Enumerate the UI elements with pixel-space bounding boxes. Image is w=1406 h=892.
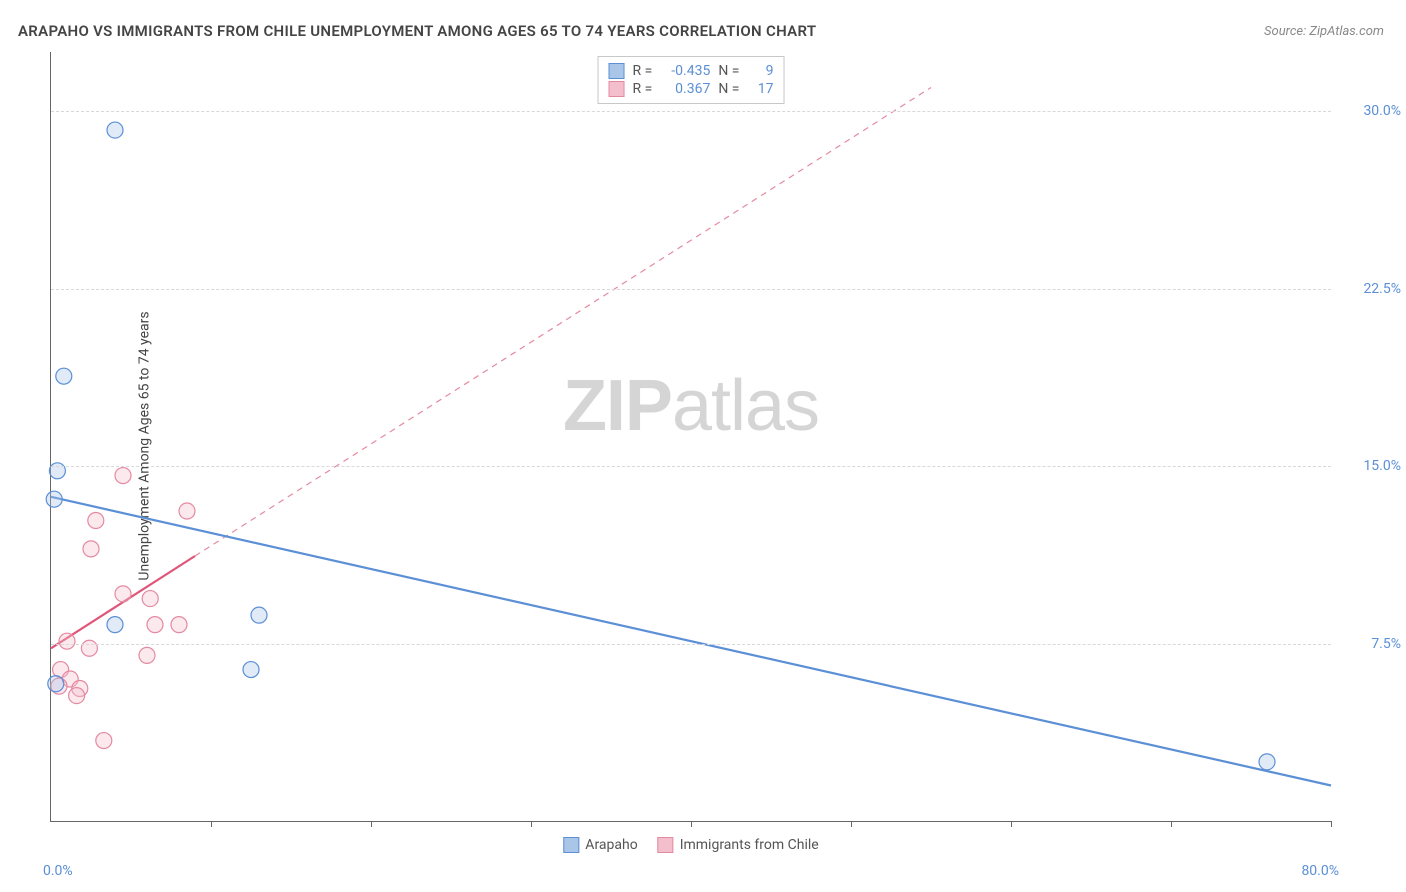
data-point (107, 617, 123, 633)
data-point (251, 607, 267, 623)
y-tick-label: 7.5% (1341, 636, 1401, 652)
y-tick-label: 22.5% (1341, 281, 1401, 297)
swatch-arapaho-icon (609, 63, 625, 79)
trend-line (195, 87, 931, 555)
correlation-legend: R = -0.435 N = 9 R = 0.367 N = 17 (598, 56, 785, 104)
source-attribution: Source: ZipAtlas.com (1264, 24, 1384, 39)
n-label: N = (718, 81, 739, 97)
x-tick (1171, 821, 1172, 827)
series-legend: Arapaho Immigrants from Chile (563, 837, 818, 853)
n-value-arapaho: 9 (747, 63, 773, 79)
data-point (171, 617, 187, 633)
r-value-arapaho: -0.435 (660, 63, 710, 79)
r-value-chile: 0.367 (660, 81, 710, 97)
chart-title: ARAPAHO VS IMMIGRANTS FROM CHILE UNEMPLO… (18, 22, 816, 40)
data-point (96, 733, 112, 749)
y-tick-label: 30.0% (1341, 103, 1401, 119)
r-label: R = (633, 81, 653, 97)
x-tick (1331, 821, 1332, 827)
gridline (51, 111, 1331, 112)
r-label: R = (633, 63, 653, 79)
data-point (243, 662, 259, 678)
swatch-arapaho-icon (563, 837, 579, 853)
legend-label-arapaho: Arapaho (585, 837, 637, 853)
data-point (59, 633, 75, 649)
data-point (115, 586, 131, 602)
legend-row-arapaho: R = -0.435 N = 9 (609, 62, 774, 80)
x-tick (691, 821, 692, 827)
data-point (1259, 754, 1275, 770)
x-axis-max-label: 80.0% (1301, 863, 1339, 879)
x-tick (211, 821, 212, 827)
legend-item-chile: Immigrants from Chile (658, 837, 819, 853)
data-point (115, 468, 131, 484)
x-tick (851, 821, 852, 827)
legend-row-chile: R = 0.367 N = 17 (609, 80, 774, 98)
data-point (147, 617, 163, 633)
data-point (139, 647, 155, 663)
trend-line (51, 497, 1331, 786)
x-tick (1011, 821, 1012, 827)
plot-area: ZIPatlas R = -0.435 N = 9 R = 0.367 N = … (50, 52, 1331, 822)
swatch-chile-icon (609, 81, 625, 97)
data-point (46, 491, 62, 507)
data-point (56, 368, 72, 384)
data-point (107, 122, 123, 138)
n-label: N = (718, 63, 739, 79)
y-tick-label: 15.0% (1341, 458, 1401, 474)
gridline (51, 289, 1331, 290)
chart-container: ARAPAHO VS IMMIGRANTS FROM CHILE UNEMPLO… (0, 0, 1406, 892)
legend-item-arapaho: Arapaho (563, 837, 637, 853)
n-value-chile: 17 (747, 81, 773, 97)
plot-svg (51, 52, 1331, 821)
data-point (69, 688, 85, 704)
x-axis-min-label: 0.0% (43, 863, 73, 879)
data-point (83, 541, 99, 557)
x-tick (371, 821, 372, 827)
swatch-chile-icon (658, 837, 674, 853)
data-point (142, 591, 158, 607)
data-point (48, 676, 64, 692)
gridline (51, 644, 1331, 645)
legend-label-chile: Immigrants from Chile (680, 837, 819, 853)
gridline (51, 466, 1331, 467)
data-point (179, 503, 195, 519)
x-tick (531, 821, 532, 827)
data-point (88, 512, 104, 528)
